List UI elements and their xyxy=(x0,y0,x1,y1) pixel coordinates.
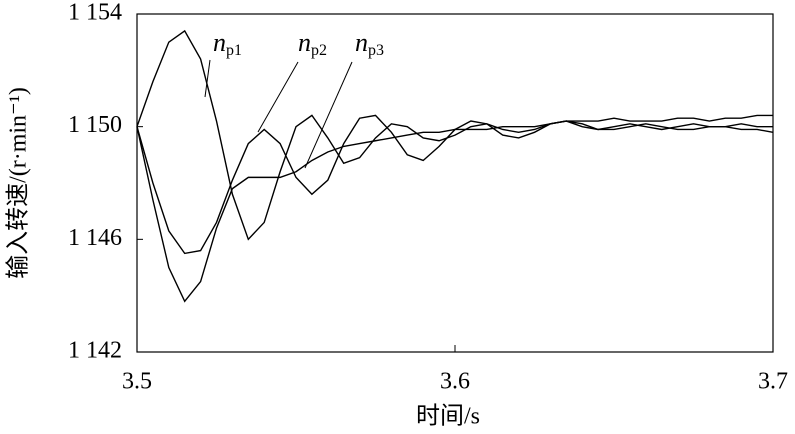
series-label: np3 xyxy=(355,28,384,59)
series-line xyxy=(136,29,773,241)
series-label: np2 xyxy=(298,28,327,59)
series-label-main: n xyxy=(298,28,311,57)
x-axis-label: 时间/s xyxy=(416,403,480,430)
leader-line xyxy=(304,61,353,169)
series-line xyxy=(136,114,773,303)
series-label-main: n xyxy=(355,28,368,57)
plot-frame xyxy=(136,13,774,353)
series-label: np1 xyxy=(213,28,242,59)
y-tick-label: 1 154 xyxy=(68,0,122,26)
y-tick-label: 1 142 xyxy=(68,338,122,364)
series-line xyxy=(136,114,774,255)
x-tick-label: 3.7 xyxy=(758,369,788,395)
series-label-sub: p2 xyxy=(311,42,327,59)
series-label-sub: p3 xyxy=(368,42,384,59)
series-label-main: n xyxy=(213,28,226,57)
leader-line xyxy=(257,61,299,133)
y-tick-label: 1 150 xyxy=(68,112,122,138)
y-axis-label: 输入转速/(r·min⁻¹) xyxy=(5,87,32,279)
series-label-sub: p1 xyxy=(226,42,242,59)
x-tick-label: 3.5 xyxy=(122,369,152,395)
x-tick-label: 3.6 xyxy=(440,369,470,395)
leader-line xyxy=(204,59,211,98)
y-tick-label: 1 146 xyxy=(68,225,122,251)
